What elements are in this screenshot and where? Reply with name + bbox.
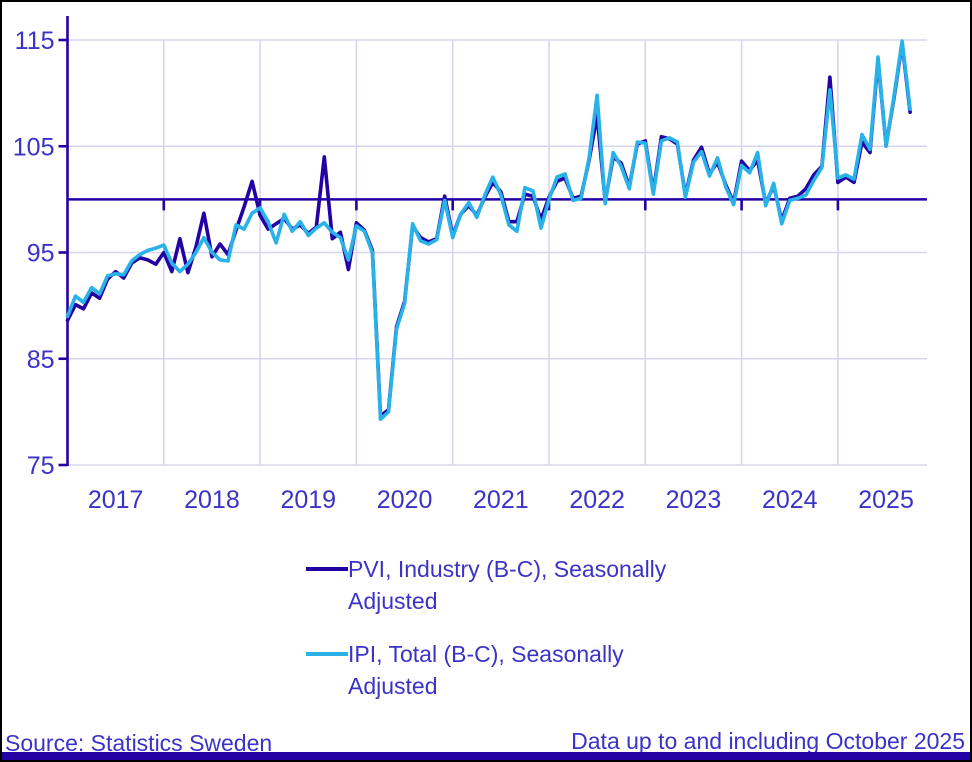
x-axis-label-2023: 2023 bbox=[666, 486, 722, 514]
y-axis-label-95: 95 bbox=[27, 240, 55, 268]
legend-label-pvi-line2: Adjusted bbox=[348, 588, 438, 614]
x-axis-label-2020: 2020 bbox=[377, 486, 433, 514]
legend-label-ipi: IPI, Total (B-C), Seasonally Adjusted bbox=[348, 638, 624, 702]
legend-label-ipi-line2: Adjusted bbox=[348, 673, 438, 699]
data-note-label: Data up to and including October 2025 bbox=[571, 728, 965, 754]
legend-label-pvi: PVI, Industry (B-C), Seasonally Adjusted bbox=[348, 553, 666, 617]
x-axis-label-2018: 2018 bbox=[184, 486, 240, 514]
legend: PVI, Industry (B-C), Seasonally Adjusted … bbox=[306, 553, 666, 723]
line-chart: 75 85 95 105 115 2017 2018 2019 2020 2021 2022 2023… bbox=[13, 16, 927, 514]
bottom-bar bbox=[2, 752, 970, 760]
legend-entry-ipi: IPI, Total (B-C), Seasonally Adjusted bbox=[306, 638, 666, 702]
y-axis-label-85: 85 bbox=[27, 346, 55, 374]
y-axis-label-115: 115 bbox=[15, 27, 55, 55]
x-axis-label-2019: 2019 bbox=[280, 486, 336, 514]
pvi-line bbox=[65, 41, 912, 418]
ipi-line bbox=[65, 39, 912, 422]
legend-entry-pvi: PVI, Industry (B-C), Seasonally Adjusted bbox=[306, 553, 666, 617]
x-axis-label-2024: 2024 bbox=[762, 486, 818, 514]
x-axis-label-2021: 2021 bbox=[473, 486, 529, 514]
ipi-line-swatch-icon bbox=[306, 652, 348, 656]
x-axis-label-2022: 2022 bbox=[569, 486, 625, 514]
source-label: Source: Statistics Sweden bbox=[5, 730, 273, 756]
y-axis-label-75: 75 bbox=[27, 452, 55, 480]
y-axis-label-105: 105 bbox=[13, 133, 55, 161]
legend-label-ipi-line1: IPI, Total (B-C), Seasonally bbox=[348, 641, 624, 667]
x-axis-label-2025: 2025 bbox=[858, 486, 914, 514]
x-axis-label-2017: 2017 bbox=[88, 486, 144, 514]
legend-label-pvi-line1: PVI, Industry (B-C), Seasonally bbox=[348, 556, 667, 582]
pvi-line-swatch-icon bbox=[306, 567, 348, 571]
